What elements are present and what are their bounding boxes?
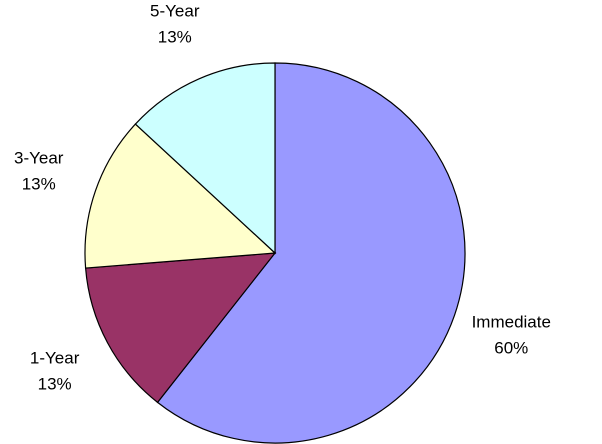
slice-value-label: 13% <box>22 175 56 194</box>
slice-label: Immediate <box>472 312 551 331</box>
pie-slice <box>156 62 466 444</box>
slice-value-label: 13% <box>158 27 192 46</box>
slice-label: 5-Year <box>150 1 200 20</box>
pie-slice <box>84 123 277 269</box>
pie-slice <box>84 252 277 404</box>
slice-label: 1-Year <box>30 349 80 368</box>
pie-slice <box>134 62 276 255</box>
slice-label: 3-Year <box>14 149 64 168</box>
slice-value-label: 13% <box>38 375 72 394</box>
slice-value-label: 60% <box>494 338 528 357</box>
